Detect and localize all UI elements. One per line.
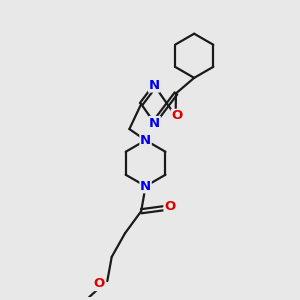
Text: N: N [148,79,160,92]
Text: N: N [140,134,151,147]
Text: N: N [140,180,151,193]
Text: O: O [171,110,183,122]
Text: O: O [93,278,105,290]
Text: O: O [164,200,176,213]
Text: N: N [149,116,160,130]
